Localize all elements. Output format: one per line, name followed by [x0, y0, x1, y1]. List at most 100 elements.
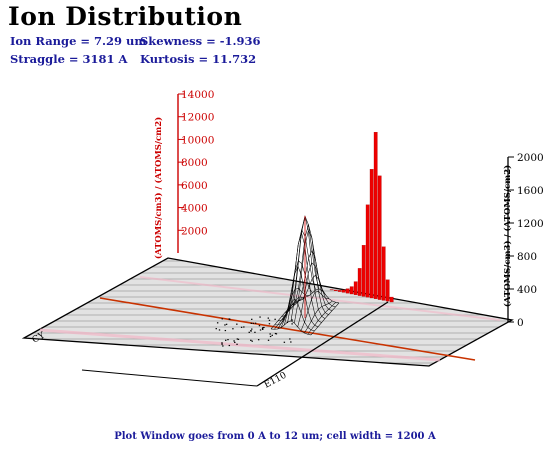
histogram-bar — [365, 204, 370, 298]
histogram-bar — [377, 175, 382, 300]
scatter-point — [283, 341, 286, 343]
scatter-point — [227, 339, 229, 341]
scatter-point — [218, 329, 221, 331]
scatter-point — [250, 330, 252, 332]
left-y-axis: 2000 4000 6000 8000 10000 12000 14000 — [177, 89, 214, 253]
scatter-point — [221, 318, 223, 320]
scatter-point — [275, 333, 278, 335]
scatter-point — [225, 339, 227, 341]
scatter-point — [269, 335, 272, 338]
mesh-line — [297, 262, 326, 328]
scatter-point — [233, 340, 235, 342]
scatter-point — [237, 338, 240, 340]
scatter-point — [232, 328, 234, 330]
histogram-bar — [373, 131, 378, 299]
left-axis-tick-label: 12000 — [181, 112, 214, 124]
scatter-point — [225, 323, 228, 325]
right-axis-title: (ATOMS/cm3) / (ATOMS/cm2) — [502, 165, 513, 307]
left-axis-tick-label: 10000 — [181, 134, 214, 146]
scatter-point — [262, 327, 264, 329]
scatter-point — [291, 319, 293, 321]
left-axis-tick-label: 4000 — [181, 203, 208, 215]
scatter-point — [248, 331, 250, 333]
scatter-point — [259, 316, 261, 318]
right-axis-tick-label: 1200 — [517, 218, 544, 230]
scatter-point — [267, 317, 269, 319]
scatter-point — [261, 328, 264, 330]
scatter-point — [258, 325, 261, 327]
right-axis-tick-label: 400 — [517, 284, 537, 296]
mesh-line — [304, 300, 333, 334]
scatter-point — [268, 323, 271, 325]
scatter-point — [224, 329, 227, 332]
scatter-point — [282, 318, 284, 320]
right-y-axis: 0 400 800 1200 1600 2000 — [507, 152, 544, 329]
floor-divider — [81, 369, 258, 387]
left-axis-tick-label: 14000 — [181, 89, 214, 101]
mesh-line — [307, 302, 336, 335]
floor-divider — [256, 301, 389, 387]
scatter-point — [269, 333, 271, 335]
scatter-point — [224, 324, 226, 326]
histogram-bar — [337, 290, 342, 292]
scatter-point — [221, 343, 223, 345]
mesh-line — [274, 297, 303, 330]
scatter-point — [216, 322, 219, 324]
scatter-point — [271, 334, 273, 336]
scatter-point — [236, 338, 239, 340]
straggle-stat: Straggle = 3181 A — [10, 52, 128, 66]
mesh-line — [287, 228, 316, 323]
depth-axis-line — [99, 297, 476, 361]
scatter-point — [250, 339, 252, 341]
right-axis-tick-label: 2000 — [517, 152, 544, 164]
histogram-bar — [357, 268, 362, 296]
scatter-point — [234, 341, 236, 344]
scatter-point — [250, 322, 253, 324]
scatter-point — [228, 344, 231, 347]
scatter-point — [263, 326, 265, 329]
histogram-bars — [329, 131, 394, 303]
left-axis-tick-label: 2000 — [181, 225, 208, 237]
scatter-point — [286, 321, 289, 324]
scatter-point — [291, 323, 293, 325]
histogram-bar — [349, 286, 354, 295]
histogram-bar — [345, 288, 350, 294]
right-axis-tick-label: 800 — [517, 251, 537, 263]
skewness-stat: Skewness = -1.936 — [140, 34, 261, 48]
scatter-point — [236, 323, 238, 325]
scatter-point — [267, 339, 270, 341]
mesh-line — [277, 296, 306, 330]
scatter-point — [222, 345, 224, 347]
mesh-peak — [270, 215, 340, 336]
histogram-bar — [361, 245, 366, 297]
scatter-point — [221, 342, 223, 344]
chart-title: Ion Distribution — [8, 2, 243, 31]
histogram-bar — [341, 289, 346, 293]
scatter-point — [251, 340, 253, 342]
mesh-line — [310, 302, 340, 336]
scatter-point — [290, 341, 292, 343]
histogram-bar — [389, 296, 394, 303]
scatter-point — [251, 318, 253, 320]
histogram-bar — [333, 289, 338, 291]
scatter-point — [261, 328, 264, 330]
scatter-points — [215, 316, 293, 347]
histogram-bar — [385, 279, 390, 302]
mesh-line — [300, 291, 330, 331]
scatter-point — [274, 318, 276, 320]
scatter-point — [215, 328, 217, 330]
scatter-point — [236, 343, 238, 345]
scatter-point — [254, 322, 257, 324]
histogram-bar — [369, 169, 374, 299]
left-axis-tick-label: 6000 — [181, 180, 208, 192]
left-axis-tick-label: 8000 — [181, 157, 208, 169]
right-axis-tick-label: 1600 — [517, 185, 544, 197]
scatter-point — [268, 319, 271, 321]
scatter-point — [254, 331, 256, 333]
histogram-bar — [353, 281, 358, 295]
scatter-point — [251, 328, 253, 330]
right-axis-tick-label: 0 — [517, 317, 524, 329]
plot-window-caption: Plot Window goes from 0 A to 12 um; cell… — [114, 431, 436, 442]
